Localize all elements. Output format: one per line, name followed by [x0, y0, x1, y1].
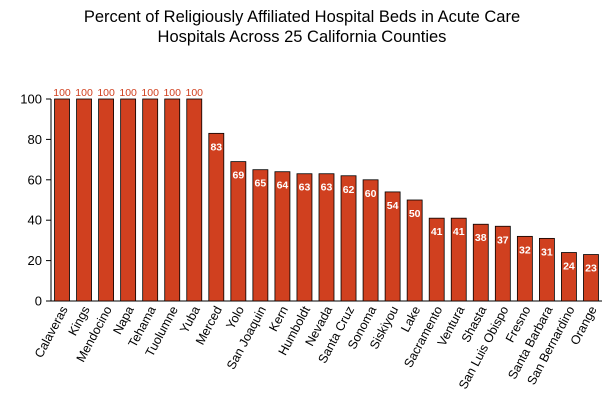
data-label: 100: [163, 87, 181, 99]
data-label: 54: [387, 200, 399, 212]
bar: [186, 98, 203, 302]
data-label: 65: [255, 178, 267, 190]
bar: [362, 179, 379, 302]
bar: [252, 169, 269, 302]
y-tick-label: 40: [28, 213, 42, 228]
bar: [296, 173, 313, 302]
chart-title: Percent of Religiously Affiliated Hospit…: [0, 7, 604, 47]
data-label: 100: [141, 87, 159, 99]
data-label: 60: [365, 188, 377, 200]
data-label: 69: [232, 170, 244, 182]
data-label: 100: [119, 87, 137, 99]
bar: [472, 223, 489, 302]
bar: [450, 217, 467, 302]
bar: [561, 252, 577, 302]
data-label: 100: [53, 87, 71, 99]
data-label: 41: [453, 226, 465, 238]
data-label: 50: [409, 208, 421, 220]
chart-title-line-1: Percent of Religiously Affiliated Hospit…: [83, 8, 521, 26]
data-label: 62: [343, 184, 355, 196]
bar: [230, 161, 247, 302]
data-label: 38: [475, 232, 487, 244]
bar: [340, 175, 357, 302]
data-label: 63: [321, 182, 333, 194]
y-tick-label: 20: [28, 253, 42, 268]
data-label: 100: [75, 87, 93, 99]
y-tick-label: 100: [20, 92, 42, 107]
bar: [583, 254, 599, 302]
data-label: 63: [299, 182, 311, 194]
data-label: 100: [97, 87, 115, 99]
bar: [164, 98, 181, 302]
data-label: 24: [563, 261, 575, 273]
data-label: 31: [541, 246, 553, 258]
bar: [54, 98, 70, 302]
bar: [406, 199, 423, 302]
bar: [494, 225, 511, 302]
y-tick-label: 60: [28, 172, 42, 187]
data-label: 37: [497, 234, 509, 246]
bar: [539, 237, 555, 302]
bar: [428, 217, 445, 302]
bar: [274, 171, 291, 302]
bar: [318, 173, 335, 302]
bar: [98, 98, 114, 302]
bar: [208, 132, 225, 302]
data-label: 100: [185, 87, 203, 99]
chart-title-line-2: Hospitals Across 25 California Counties: [157, 28, 447, 46]
data-label: 64: [277, 180, 289, 192]
y-tick-label: 80: [28, 132, 42, 147]
data-label: 83: [210, 141, 222, 153]
data-label: 32: [519, 244, 531, 256]
bar: [384, 191, 401, 302]
bar: [76, 98, 92, 302]
bar: [516, 235, 533, 302]
bar: [142, 98, 159, 302]
y-tick-label: 0: [35, 294, 42, 309]
data-label: 41: [431, 226, 443, 238]
bar: [120, 98, 137, 302]
data-label: 23: [585, 263, 597, 275]
